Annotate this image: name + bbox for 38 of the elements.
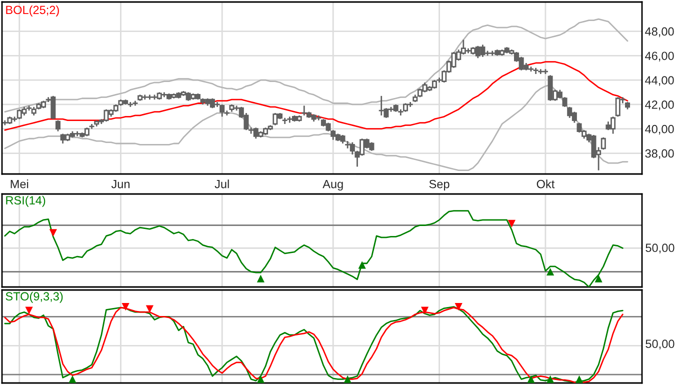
- line-series: [4, 61, 628, 131]
- point: [146, 305, 154, 313]
- candlestick: [55, 120, 60, 132]
- point: [68, 375, 76, 383]
- point: [25, 306, 33, 314]
- point: [122, 302, 130, 311]
- y-tick-label: 42,00: [645, 100, 674, 110]
- point: [546, 375, 554, 383]
- x-tick-label: Jul: [214, 180, 229, 188]
- line-series: [4, 84, 628, 172]
- x-tick-label: Jun: [111, 180, 130, 188]
- point: [256, 375, 265, 383]
- x-tick-label: Aug: [322, 180, 343, 191]
- chart-title: STO(9,3,3): [6, 292, 63, 303]
- point: [358, 261, 366, 269]
- point: [546, 268, 554, 276]
- text: 50,00: [646, 340, 674, 350]
- chart-title: RSI(14): [6, 196, 46, 207]
- point: [49, 229, 57, 237]
- y-tick-label: 38,00: [645, 149, 674, 160]
- point: [454, 302, 462, 311]
- point: [508, 220, 516, 228]
- y-tick-label: 40,00: [645, 124, 674, 135]
- y-tick-label: 48,00: [645, 27, 674, 38]
- point: [594, 274, 602, 282]
- text: 50,00: [646, 244, 674, 254]
- point: [344, 375, 352, 383]
- x-tick-label: Sep: [429, 180, 450, 191]
- line-series: [4, 18, 628, 112]
- x-tick-label: Mei: [10, 180, 28, 188]
- chart-title: BOL(25;2): [6, 5, 59, 16]
- x-tick-label: Okt: [536, 180, 555, 188]
- y-tick-label: 46,00: [645, 52, 674, 62]
- point: [256, 274, 265, 282]
- point: [527, 375, 535, 383]
- point: [575, 375, 584, 383]
- y-tick-label: 44,00: [645, 76, 674, 86]
- point: [421, 306, 429, 314]
